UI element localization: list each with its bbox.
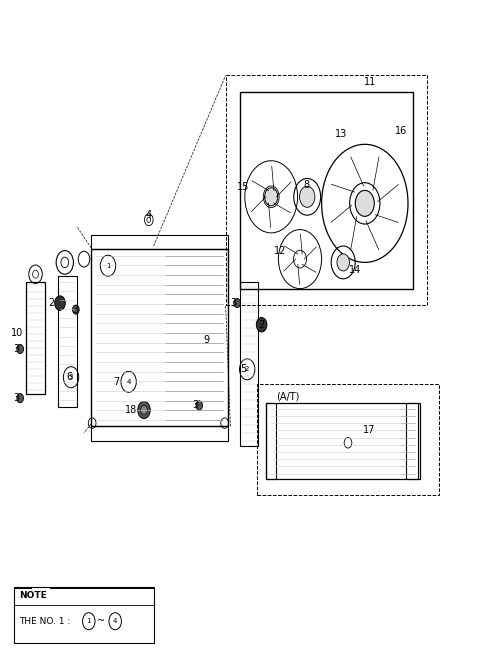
Circle shape (337, 254, 349, 271)
Text: 4: 4 (146, 209, 152, 220)
Text: 10: 10 (11, 328, 23, 338)
Text: 4: 4 (126, 379, 131, 385)
Text: 1: 1 (86, 618, 91, 625)
Bar (257, 384, 439, 495)
Text: THE NO. 1 :: THE NO. 1 : (19, 617, 73, 626)
Text: 4: 4 (113, 618, 118, 625)
Circle shape (17, 344, 24, 354)
Text: 3: 3 (14, 393, 20, 403)
Text: NOTE: NOTE (19, 591, 47, 600)
Bar (266, 403, 276, 479)
Text: 3: 3 (230, 298, 237, 308)
Text: 6: 6 (67, 372, 73, 382)
Bar (91, 249, 228, 426)
Text: 3: 3 (14, 344, 20, 354)
Bar (14, 587, 154, 643)
Bar (26, 282, 45, 394)
Circle shape (138, 401, 150, 419)
Bar (91, 426, 228, 441)
Circle shape (355, 190, 374, 216)
Text: 12: 12 (274, 246, 287, 256)
Text: 18: 18 (124, 405, 137, 415)
Text: 8: 8 (303, 180, 309, 190)
Bar (240, 282, 258, 446)
Text: 2: 2 (48, 298, 55, 308)
Text: 14: 14 (349, 265, 362, 276)
Text: 2: 2 (258, 319, 264, 330)
Text: 3: 3 (73, 304, 79, 315)
Text: 5: 5 (240, 364, 246, 375)
Circle shape (55, 296, 65, 310)
Text: 3: 3 (69, 374, 73, 380)
Text: 2: 2 (245, 366, 250, 373)
Bar (58, 276, 77, 407)
Text: 7: 7 (113, 377, 119, 387)
Circle shape (300, 186, 315, 207)
Bar (91, 235, 228, 249)
Circle shape (234, 298, 240, 308)
Text: 17: 17 (363, 424, 376, 435)
Text: 13: 13 (335, 129, 347, 140)
Text: 9: 9 (204, 335, 209, 345)
Text: 16: 16 (395, 126, 407, 136)
Text: ~: ~ (97, 616, 106, 626)
Text: 1: 1 (106, 262, 110, 269)
Text: 3: 3 (192, 400, 198, 411)
Circle shape (141, 405, 147, 415)
Bar (406, 403, 418, 479)
Bar (226, 75, 427, 305)
Circle shape (256, 318, 267, 332)
Text: (A/T): (A/T) (276, 392, 300, 402)
Text: 15: 15 (237, 182, 250, 192)
Bar (240, 92, 413, 289)
Circle shape (72, 305, 79, 314)
Circle shape (264, 188, 278, 206)
Circle shape (196, 401, 203, 410)
Circle shape (17, 394, 24, 403)
Bar (266, 403, 420, 479)
Text: 11: 11 (363, 77, 376, 87)
